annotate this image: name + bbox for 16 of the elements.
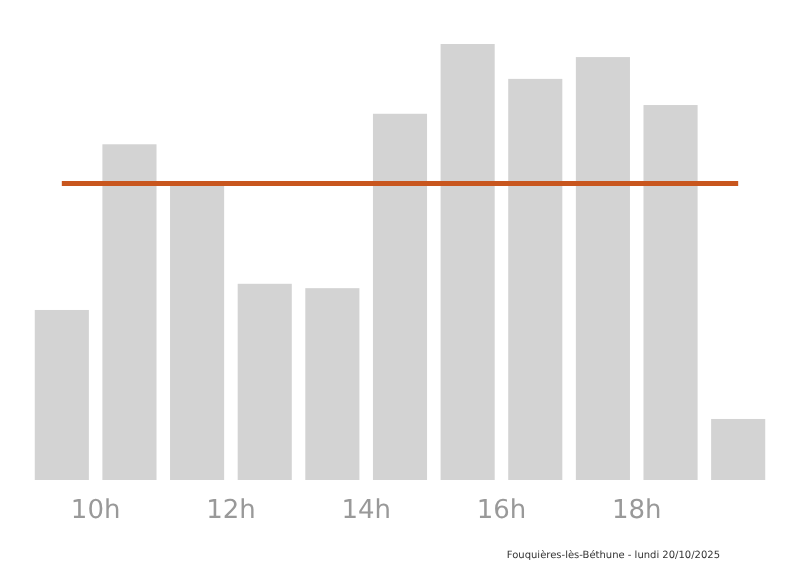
bar (372, 113, 428, 480)
bar (34, 309, 89, 480)
bar (237, 283, 292, 480)
bar (508, 78, 563, 480)
x-tick-label: 10h (70, 496, 121, 527)
bar (711, 418, 766, 480)
x-tick-label: 12h (206, 496, 256, 527)
bar (102, 144, 157, 480)
bar (170, 183, 225, 480)
bar (305, 288, 360, 480)
x-tick-label: 18h (611, 496, 662, 527)
bar (575, 57, 630, 480)
bar (440, 44, 495, 480)
bar (643, 105, 698, 480)
x-tick-label: 16h (476, 496, 527, 527)
x-tick-label: 14h (341, 496, 391, 527)
